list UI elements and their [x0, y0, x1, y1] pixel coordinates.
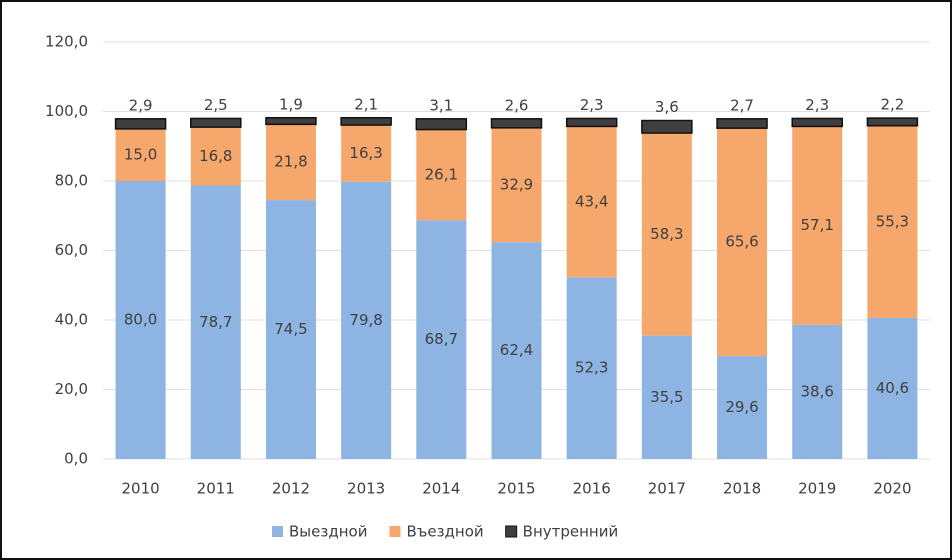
bar-segment: [717, 356, 768, 459]
y-tick-label: 120,0: [45, 33, 88, 51]
y-tick-label: 0,0: [64, 450, 88, 468]
data-label: 2,5: [204, 96, 228, 114]
x-tick-label: 2016: [573, 480, 611, 498]
bar-segment: [490, 118, 543, 129]
data-label: 78,7: [199, 313, 232, 331]
bar-segment: [265, 200, 316, 460]
y-tick-label: 100,0: [45, 102, 88, 120]
y-tick-label: 40,0: [55, 311, 88, 329]
data-label: 2,2: [880, 96, 904, 114]
data-label: 29,6: [725, 398, 758, 416]
bar-segment: [641, 335, 692, 459]
legend-label: Внутренний: [523, 523, 619, 541]
legend-label: Выездной: [289, 523, 367, 541]
y-tick-label: 60,0: [55, 241, 88, 259]
data-label: 79,8: [349, 311, 382, 329]
bar-segment: [867, 125, 918, 318]
bar-segment: [114, 118, 167, 130]
data-label: 2,6: [505, 96, 529, 114]
bar-segment: [716, 118, 768, 129]
x-tick-label: 2019: [798, 480, 836, 498]
bar-segment: [190, 117, 242, 128]
bar-segment: [641, 119, 693, 134]
data-label: 26,1: [425, 165, 458, 183]
data-label: 35,5: [650, 388, 683, 406]
data-label: 32,9: [500, 175, 533, 193]
bar-segment: [565, 117, 618, 128]
legend-swatch: [389, 526, 401, 537]
data-label: 55,3: [876, 212, 909, 230]
bar-segment: [341, 125, 392, 182]
x-tick-label: 2010: [121, 480, 159, 498]
bar-segment: [115, 181, 166, 459]
bar-segment: [491, 127, 542, 243]
x-tick-label: 2014: [422, 480, 460, 498]
y-tick-label: 20,0: [55, 380, 88, 398]
data-label: 3,6: [655, 98, 679, 116]
data-label: 2,3: [805, 96, 829, 114]
bar-segment: [340, 117, 392, 126]
data-label: 16,8: [199, 147, 232, 165]
x-tick-label: 2017: [648, 480, 686, 498]
y-tick-label: 80,0: [55, 172, 88, 190]
data-label: 3,1: [429, 96, 453, 114]
bar-segment: [792, 126, 843, 325]
x-tick-label: 2013: [347, 480, 385, 498]
bar-segment: [115, 128, 166, 181]
bar-segment: [341, 181, 392, 459]
data-label: 74,5: [274, 320, 307, 338]
data-label: 2,7: [730, 96, 754, 114]
legend-swatch: [505, 525, 518, 538]
x-tick-label: 2020: [873, 480, 911, 498]
bar-segment: [265, 117, 317, 126]
legend-label: Въездной: [406, 523, 483, 541]
bar-segment: [491, 242, 542, 459]
bar-segment: [416, 220, 467, 459]
data-label: 52,3: [575, 359, 608, 377]
bar-segment: [641, 133, 692, 336]
x-tick-label: 2011: [197, 480, 235, 498]
data-label: 16,3: [349, 144, 382, 162]
bar-segment: [566, 277, 617, 459]
data-label: 65,6: [725, 233, 758, 251]
bar-segment: [190, 127, 241, 186]
data-label: 43,4: [575, 192, 608, 210]
data-label: 2,1: [354, 95, 378, 113]
data-label: 2,3: [580, 96, 604, 114]
data-label: 62,4: [500, 341, 533, 359]
x-tick-label: 2012: [272, 480, 310, 498]
bar-segment: [566, 126, 617, 278]
data-label: 57,1: [801, 216, 834, 234]
bar-segment: [717, 128, 768, 357]
bar-segment: [866, 117, 919, 127]
data-label: 58,3: [650, 225, 683, 243]
bar-segment: [265, 124, 316, 201]
x-tick-label: 2018: [723, 480, 761, 498]
data-label: 2,9: [129, 96, 153, 114]
bar-segment: [416, 129, 467, 221]
data-label: 15,0: [124, 145, 157, 163]
data-label: 1,9: [279, 95, 303, 113]
bar-segment: [415, 118, 468, 131]
data-label: 68,7: [425, 330, 458, 348]
data-label: 80,0: [124, 311, 157, 329]
bar-segment: [867, 317, 918, 459]
legend-swatch: [272, 526, 283, 537]
data-label: 40,6: [876, 379, 909, 397]
bar-segment: [190, 185, 241, 459]
data-label: 21,8: [274, 153, 307, 171]
x-tick-label: 2015: [497, 480, 535, 498]
data-label: 38,6: [801, 382, 834, 400]
bar-segment: [791, 117, 843, 128]
bar-segment: [792, 324, 843, 459]
